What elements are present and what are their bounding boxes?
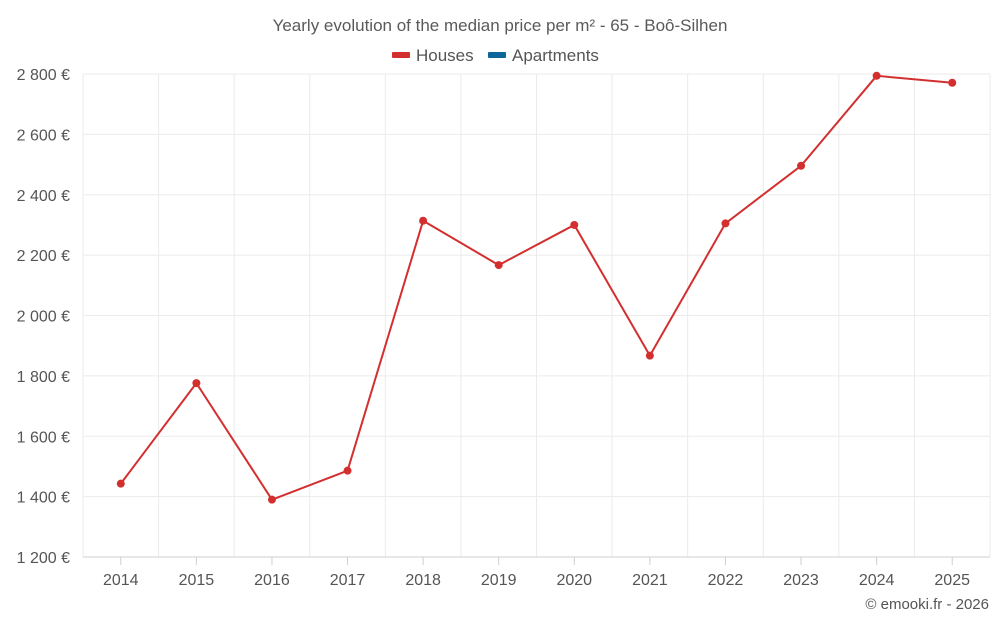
chart-title: Yearly evolution of the median price per… bbox=[273, 16, 728, 35]
series-houses bbox=[116, 71, 957, 504]
legend-label-houses: Houses bbox=[416, 46, 474, 65]
series-line-houses bbox=[119, 74, 953, 501]
y-tick-label: 2 000 € bbox=[17, 309, 70, 326]
data-point-2016[interactable] bbox=[267, 495, 276, 504]
y-tick-label: 1 200 € bbox=[17, 550, 70, 567]
y-grid bbox=[83, 73, 990, 498]
legend-item-houses[interactable]: Houses bbox=[392, 46, 474, 65]
data-point-2018[interactable] bbox=[419, 216, 428, 225]
legend-label-apartments: Apartments bbox=[512, 46, 599, 65]
y-tick-label: 2 600 € bbox=[17, 127, 70, 144]
x-tick-label: 2018 bbox=[405, 572, 441, 589]
x-tick-label: 2017 bbox=[330, 572, 366, 589]
data-point-2014[interactable] bbox=[116, 479, 125, 488]
legend-swatch-houses bbox=[392, 52, 410, 58]
y-tick-label: 1 800 € bbox=[17, 369, 70, 386]
x-axis-labels: 2014 2015 2016 2017 2018 2019 2020 2021 2022 2023… bbox=[103, 557, 970, 589]
data-point-2021[interactable] bbox=[645, 351, 654, 360]
y-tick-label: 2 800 € bbox=[17, 67, 70, 84]
y-tick-label: 1 400 € bbox=[17, 490, 70, 507]
data-point-2015[interactable] bbox=[192, 379, 201, 388]
data-point-2024[interactable] bbox=[872, 71, 881, 80]
x-tick-label: 2015 bbox=[179, 572, 215, 589]
credit-text: © emooki.fr - 2026 bbox=[865, 596, 989, 613]
y-tick-label: 2 400 € bbox=[17, 188, 70, 205]
data-point-2022[interactable] bbox=[721, 219, 730, 228]
data-point-2017[interactable] bbox=[343, 466, 352, 475]
x-tick-label: 2014 bbox=[103, 572, 139, 589]
x-tick-label: 2024 bbox=[859, 572, 895, 589]
x-tick-label: 2019 bbox=[481, 572, 517, 589]
x-tick-label: 2025 bbox=[934, 572, 970, 589]
data-point-2019[interactable] bbox=[494, 261, 503, 270]
data-point-2020[interactable] bbox=[570, 220, 579, 229]
x-tick-label: 2021 bbox=[632, 572, 668, 589]
data-point-2023[interactable] bbox=[797, 161, 806, 170]
x-tick-label: 2016 bbox=[254, 572, 290, 589]
x-tick-label: 2023 bbox=[783, 572, 819, 589]
legend-item-apartments[interactable]: Apartments bbox=[488, 46, 599, 65]
y-tick-label: 1 600 € bbox=[17, 429, 70, 446]
legend-swatch-apartments bbox=[488, 52, 506, 58]
x-tick-label: 2020 bbox=[556, 572, 592, 589]
legend: Houses Apartments bbox=[392, 46, 599, 65]
y-tick-label: 2 200 € bbox=[17, 248, 70, 265]
x-tick-label: 2022 bbox=[708, 572, 744, 589]
y-axis-labels: 1 200 € 1 400 € 1 600 € 1 800 € 2 000 € 2 200… bbox=[17, 67, 70, 567]
data-point-2025[interactable] bbox=[948, 78, 957, 87]
